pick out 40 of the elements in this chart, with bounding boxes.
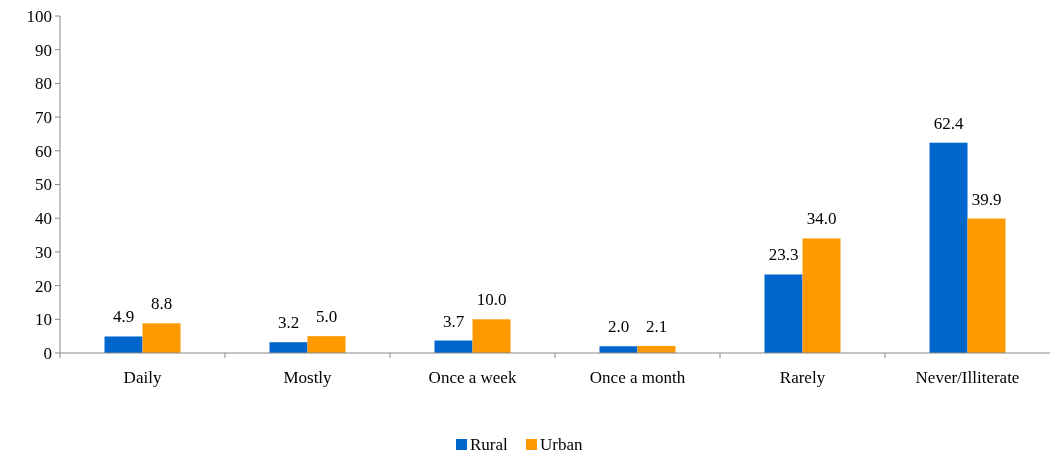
x-tick-label: Once a week [428, 368, 517, 387]
y-tick-label: 10 [35, 310, 52, 330]
data-label: 5.0 [315, 307, 338, 327]
x-tick-label: Rarely [779, 368, 826, 387]
y-tick-label: 70 [35, 108, 52, 128]
bar [104, 336, 143, 353]
bar [802, 238, 841, 353]
bar [929, 142, 968, 353]
data-label: 2.0 [607, 317, 630, 337]
y-tick-label: 30 [35, 242, 52, 262]
x-tick-label: Once a month [589, 368, 686, 387]
y-tick-label: 50 [35, 175, 52, 195]
bar [142, 323, 181, 353]
data-label: 34.0 [806, 209, 837, 229]
legend-label: Urban [540, 435, 583, 454]
x-tick-label: Mostly [283, 368, 333, 387]
bar [307, 336, 346, 353]
y-tick-label: 40 [35, 209, 52, 229]
legend-label: Rural [470, 435, 509, 454]
data-label: 39.9 [971, 189, 1002, 209]
x-tick-label: Never/Illiterate [915, 368, 1020, 387]
data-label: 8.8 [150, 294, 173, 314]
data-label: 4.9 [112, 307, 135, 327]
y-tick-label: 60 [35, 141, 52, 161]
data-label: 2.1 [645, 316, 668, 336]
data-label: 62.4 [933, 113, 964, 133]
y-tick-label: 90 [35, 40, 52, 60]
x-tick-label: Daily [123, 368, 162, 387]
data-label: 3.2 [277, 313, 300, 333]
bar [764, 274, 803, 353]
y-tick-label: 20 [35, 276, 52, 296]
data-label: 10.0 [476, 290, 507, 310]
y-tick-label: 0 [43, 343, 52, 363]
data-label: 23.3 [768, 245, 799, 265]
data-label: 3.7 [442, 311, 465, 331]
y-tick-label: 100 [26, 6, 52, 26]
bar [472, 319, 511, 353]
bar [967, 218, 1006, 353]
y-tick-label: 80 [35, 74, 52, 94]
bar [269, 342, 308, 353]
